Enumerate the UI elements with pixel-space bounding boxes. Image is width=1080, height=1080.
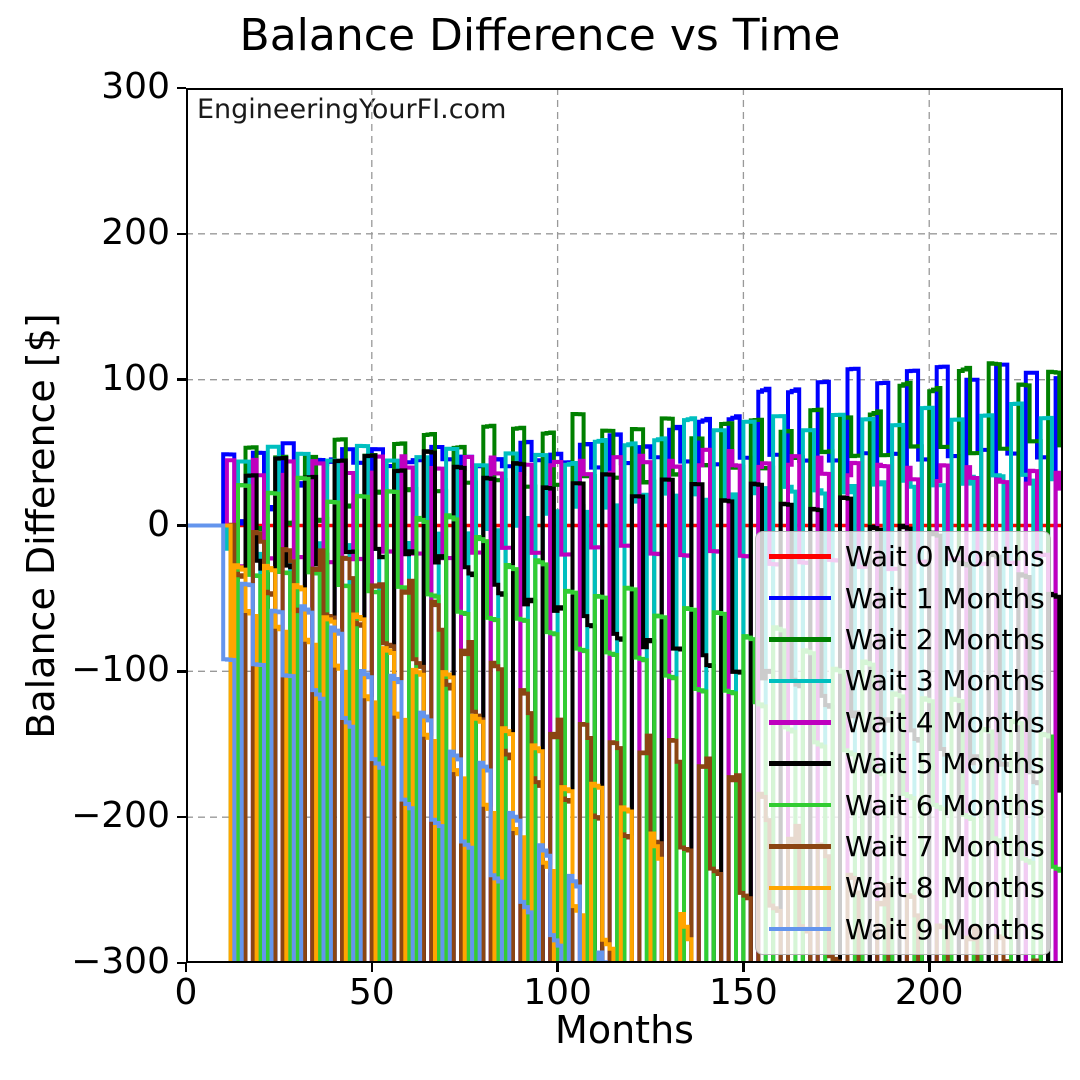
y-tick-label: −100 — [71, 649, 170, 691]
watermark-text: EngineeringYourFI.com — [197, 94, 507, 125]
y-tick-mark — [177, 86, 186, 90]
legend-item-label: Wait 7 Months — [845, 829, 1045, 863]
legend-line-swatch-icon — [769, 844, 831, 849]
legend-item: Wait 2 Months — [756, 619, 1050, 660]
legend-line-swatch-icon — [769, 802, 831, 808]
series-line-wait-8-months — [186, 523, 694, 963]
y-tick-mark — [177, 670, 186, 673]
y-tick-mark — [177, 524, 186, 527]
legend-item: Wait 8 Months — [756, 867, 1050, 908]
legend-line-swatch-icon — [769, 637, 831, 642]
legend-item-label: Wait 0 Months — [845, 540, 1045, 574]
legend-item-label: Wait 1 Months — [845, 581, 1045, 615]
legend-line-swatch-icon — [769, 720, 831, 725]
x-tick-mark — [556, 963, 559, 972]
legend-item: Wait 1 Months — [756, 578, 1050, 619]
legend-line-swatch-icon — [769, 761, 831, 766]
x-tick-label: 150 — [709, 972, 778, 1013]
legend-line-swatch-icon — [769, 926, 831, 932]
legend-item: Wait 7 Months — [756, 826, 1050, 867]
y-tick-label: 300 — [101, 66, 170, 107]
legend-line-swatch-icon — [769, 885, 831, 891]
legend-item: Wait 6 Months — [756, 785, 1050, 826]
y-tick-mark — [177, 378, 186, 381]
x-tick-label: 50 — [348, 972, 395, 1013]
legend-item: Wait 3 Months — [756, 660, 1050, 701]
legend: Wait 0 Months Wait 1 Months Wait 2 Months W… — [755, 531, 1051, 955]
x-tick-label: 0 — [174, 972, 198, 1013]
x-axis-label: Months — [555, 1008, 694, 1052]
x-tick-mark — [370, 963, 374, 972]
legend-item-label: Wait 2 Months — [845, 622, 1045, 656]
x-tick-label: 200 — [894, 972, 964, 1013]
series-line-wait-9-months — [186, 523, 608, 963]
legend-item: Wait 5 Months — [756, 743, 1050, 784]
legend-line-swatch-icon — [769, 678, 831, 684]
y-tick-mark — [177, 815, 186, 819]
legend-item-label: Wait 6 Months — [845, 788, 1045, 822]
legend-item-label: Wait 4 Months — [845, 705, 1045, 739]
y-tick-label: −200 — [71, 795, 170, 837]
y-tick-label: 200 — [101, 211, 170, 253]
legend-item: Wait 0 Months — [756, 536, 1050, 577]
legend-item-label: Wait 3 Months — [845, 664, 1045, 698]
y-tick-label: 0 — [147, 503, 170, 545]
x-tick-mark — [742, 963, 745, 972]
legend-item-label: Wait 9 Months — [845, 912, 1045, 946]
y-tick-mark — [177, 961, 186, 965]
legend-item: Wait 4 Months — [756, 702, 1050, 743]
legend-line-swatch-icon — [769, 595, 831, 601]
y-tick-label: 100 — [101, 357, 170, 399]
x-tick-mark — [184, 963, 188, 972]
x-tick-mark — [928, 963, 931, 972]
legend-item: Wait 9 Months — [756, 909, 1050, 950]
y-tick-label: −300 — [71, 941, 170, 982]
legend-line-swatch-icon — [769, 554, 831, 559]
legend-item-label: Wait 5 Months — [845, 747, 1045, 781]
legend-item-label: Wait 8 Months — [845, 871, 1045, 905]
series-line-wait-7-months — [186, 522, 1039, 963]
y-tick-mark — [177, 232, 186, 236]
chart-title: Balance Difference vs Time — [239, 10, 841, 61]
x-tick-label: 100 — [523, 972, 592, 1013]
